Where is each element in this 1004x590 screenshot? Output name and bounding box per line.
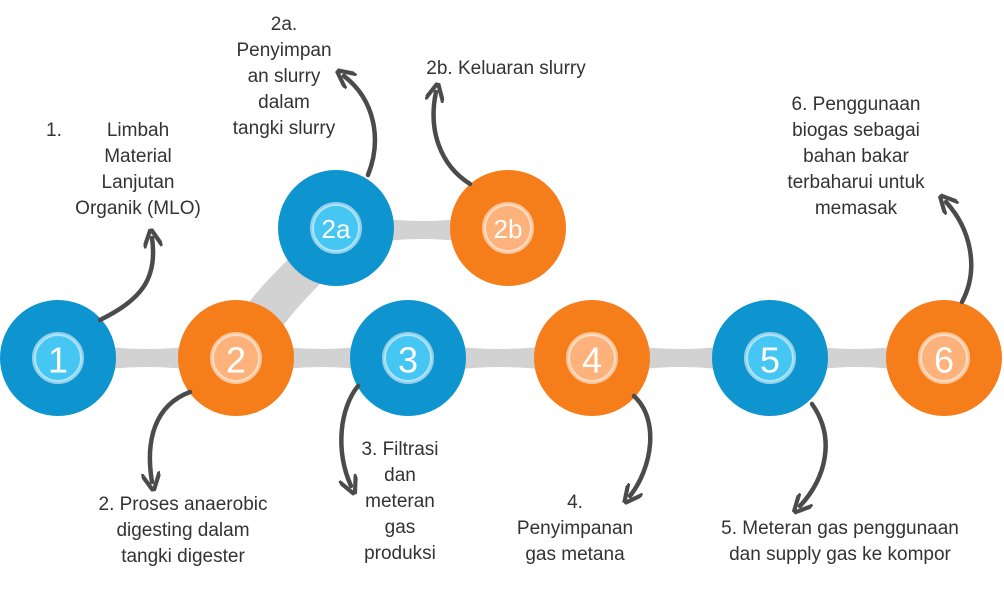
step2a-label: 2a. Penyimpan an slurry dalam tangki slu…	[232, 14, 336, 139]
node-5: 5	[712, 300, 828, 416]
step3-label: 3. Filtrasi dan meteran gas produksi	[361, 439, 439, 564]
arrow-1	[97, 238, 153, 323]
arrows	[97, 76, 974, 506]
arrow-2a	[344, 76, 378, 178]
arrow-5	[800, 401, 828, 506]
node-4: 4	[534, 300, 650, 416]
node-2-label: 2	[226, 340, 246, 381]
step6-label: 6. Penggunaan biogas sebagai bahan bakar…	[787, 94, 925, 219]
arrow-2	[150, 389, 193, 482]
node-6: 6	[886, 300, 1002, 416]
node-6-label: 6	[934, 340, 954, 381]
node-2a-label: 2a	[322, 214, 351, 244]
arrow-2b	[434, 92, 473, 187]
step2b-label: 2b. Keluaran slurry	[426, 58, 586, 79]
arrow-6	[946, 202, 974, 305]
node-2a: 2a	[278, 170, 394, 286]
node-1-label: 1	[48, 340, 68, 381]
step1-label: Limbah Material Lanjutan Organik (MLO)	[75, 120, 201, 219]
node-4-label: 4	[582, 340, 602, 381]
step4-label: 4. Penyimpanan gas metana	[516, 492, 634, 565]
node-2b-label: 2b	[494, 214, 523, 244]
step1-number: 1.	[46, 120, 62, 141]
node-5-label: 5	[760, 340, 780, 381]
node-3-label: 3	[398, 340, 418, 381]
step5-label: 5. Meteran gas penggunaan dan supply gas…	[721, 518, 959, 565]
node-3: 3	[350, 300, 466, 416]
node-2: 2	[178, 300, 294, 416]
arrow-4	[630, 393, 653, 496]
node-2b: 2b	[450, 170, 566, 286]
arrow-3	[341, 383, 361, 486]
node-1: 1	[0, 300, 116, 416]
step2-label: 2. Proses anaerobic digesting dalam tang…	[98, 494, 268, 567]
